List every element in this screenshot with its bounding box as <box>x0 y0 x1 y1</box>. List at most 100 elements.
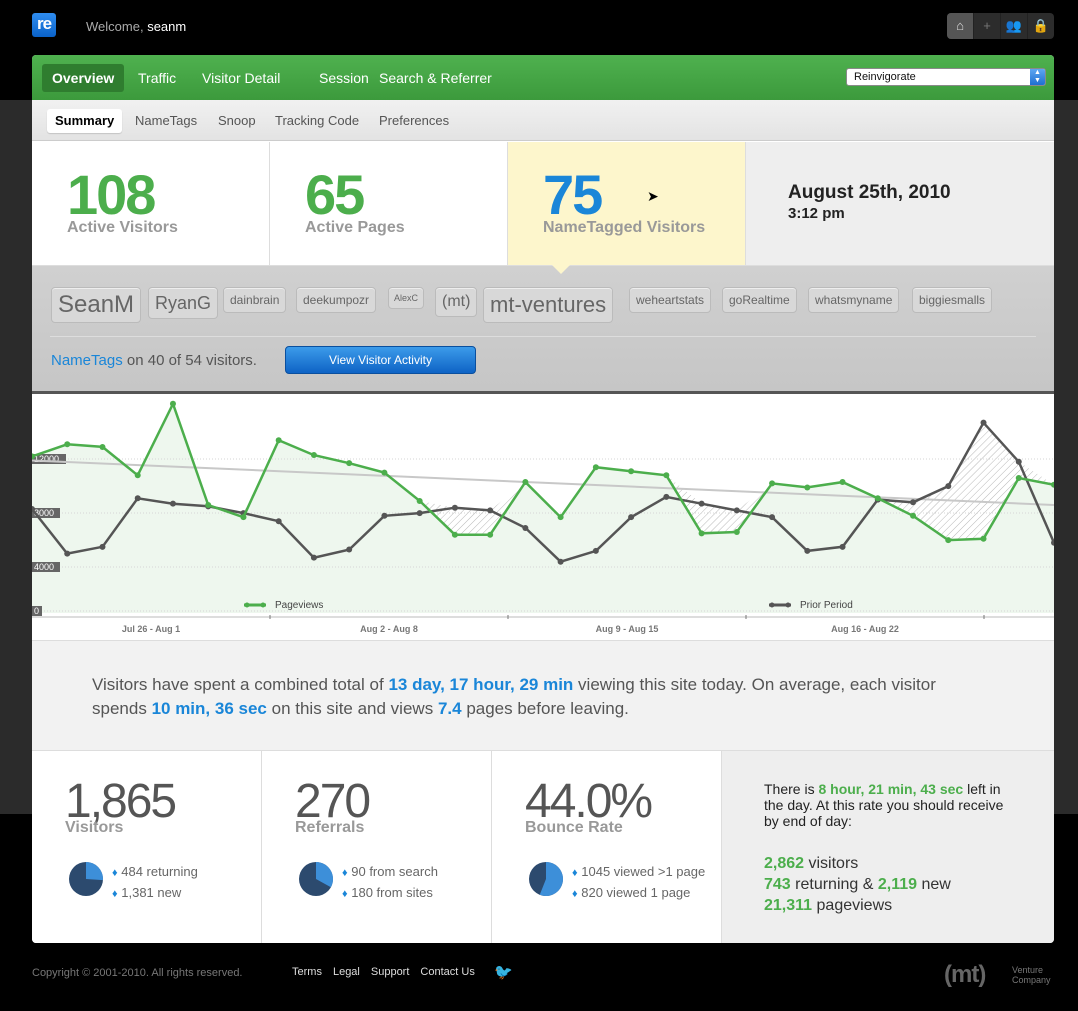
visitors-value: 1,865 <box>65 775 177 828</box>
select-arrows-icon: ▲ ▼ <box>1030 69 1045 85</box>
x-tick-label: Jul 26 - Aug 1 <box>122 624 180 634</box>
y-tick-label: 8000 <box>34 508 54 518</box>
users-icon[interactable]: 👥 <box>1001 13 1028 39</box>
tag-ryang[interactable]: RyanG <box>148 287 219 319</box>
mt-logo-subtitle: Venture Company <box>1012 965 1051 985</box>
pageviews-point <box>698 530 705 537</box>
pageviews-point <box>310 452 317 459</box>
y-tick-bg <box>32 562 60 572</box>
visitors-new: 1,381 new <box>121 885 182 900</box>
subtab-summary[interactable]: Summary <box>47 109 123 133</box>
pageviews-legend-label: Pageviews <box>275 600 323 611</box>
pageviews-point <box>733 529 740 535</box>
tag-mt-ventures[interactable]: mt-ventures <box>483 287 614 323</box>
prior-period-point <box>945 483 952 490</box>
pageviews-point <box>769 480 776 487</box>
prior-period-point <box>592 547 599 554</box>
summary-avg-time: 10 min, 36 sec <box>151 699 267 718</box>
tag-deekumpozr[interactable]: deekumpozr <box>296 287 377 313</box>
stat-active-pages[interactable]: 65 Active Pages <box>270 142 508 265</box>
tag-seanm[interactable]: SeanM <box>51 287 142 323</box>
prior-period-point <box>32 506 35 513</box>
traffic-chart: 12000 8000 4000 0 Jul 26 - Aug 1 Aug 2 - Aug … <box>32 397 1054 641</box>
referrals-pie-chart <box>299 862 334 896</box>
twitter-bird-icon[interactable]: 🐦 <box>494 964 513 981</box>
subtab-tracking-code[interactable]: Tracking Code <box>275 113 360 128</box>
site-select[interactable]: Reinvigorate ▲ ▼ <box>846 68 1046 86</box>
pageviews-line <box>32 400 1054 542</box>
summary-text-1: Visitors have spent a combined total of <box>92 675 384 694</box>
pageviews-point <box>839 479 846 486</box>
tag-mt[interactable]: (mt) <box>435 287 478 317</box>
tab-search-referrer[interactable]: Search & Referrer <box>379 70 492 86</box>
tag-whatsmyname[interactable]: whatsmyname <box>808 287 900 313</box>
tag-dainbrain[interactable]: dainbrain <box>223 287 287 313</box>
active-pages-value: 65 <box>305 163 365 226</box>
app-logo[interactable]: re <box>32 13 56 37</box>
footer-link-support[interactable]: Support <box>370 966 410 978</box>
tab-overview[interactable]: Overview <box>42 64 125 92</box>
bounce-single-page: 820 viewed 1 page <box>581 885 691 900</box>
pageviews-point <box>346 460 353 467</box>
subtab-snoop[interactable]: Snoop <box>218 113 256 128</box>
lock-icon[interactable]: 🔒 <box>1032 18 1050 33</box>
tag-weheartstats[interactable]: weheartstats <box>629 287 712 313</box>
tab-visitor-detail[interactable]: Visitor Detail <box>202 70 281 86</box>
nametags-link[interactable]: NameTags <box>51 352 123 369</box>
prior-period-point <box>487 507 494 514</box>
summary-text-3: on this site and views <box>271 699 434 718</box>
subtab-nametags[interactable]: NameTags <box>135 113 198 128</box>
traffic-chart-svg: 12000 8000 4000 0 Jul 26 - Aug 1 Aug 2 - Aug … <box>32 400 1054 634</box>
visitors-pie-chart <box>69 862 104 896</box>
tag-alexc[interactable]: AlexC <box>388 287 425 309</box>
stat-bounce-rate: 44.0% Bounce Rate ♦ 1045 viewed >1 page … <box>492 751 722 943</box>
stat-visitors: 1,865 Visitors ♦ 484 returning ♦ 1,381 n… <box>32 751 262 943</box>
x-tick-label: Aug 16 - Aug 22 <box>831 624 899 634</box>
tag-biggiesmalls[interactable]: biggiesmalls <box>912 287 993 313</box>
prior-period-point <box>769 514 776 521</box>
pageviews-point <box>663 472 670 479</box>
tags-divider <box>50 336 1036 337</box>
pageviews-point <box>628 468 635 475</box>
prior-period-point <box>628 514 635 521</box>
mt-logo[interactable]: (mt) <box>944 961 986 988</box>
tag-gorealtime[interactable]: goRealtime <box>722 287 797 313</box>
forecast-pageviews: 21,311 <box>764 897 813 914</box>
forecast-returning-label: returning & <box>795 876 874 893</box>
prior-period-point <box>275 518 282 525</box>
visitors-returning: 484 returning <box>121 864 198 879</box>
home-icon[interactable]: ⌂ <box>947 13 974 39</box>
pageviews-legend-dot <box>244 602 250 608</box>
subtab-preferences[interactable]: Preferences <box>379 113 450 128</box>
prior-period-point <box>522 524 529 531</box>
footer-link-legal[interactable]: Legal <box>332 966 360 978</box>
referrals-label: Referrals <box>295 819 365 836</box>
prior-period-point <box>663 493 670 500</box>
main-nav: Overview Traffic Visitor Detail Session … <box>32 55 1054 100</box>
stat-active-visitors[interactable]: 108 Active Visitors <box>32 142 270 265</box>
prior-period-hatch <box>983 422 1019 539</box>
stat-nametagged-visitors[interactable]: 75 NameTagged Visitors <box>508 142 746 265</box>
footer-link-terms[interactable]: Terms <box>292 966 322 978</box>
prior-period-legend-label: Prior Period <box>800 600 853 611</box>
pageviews-point <box>134 472 141 479</box>
prior-period-point <box>557 558 564 565</box>
pageviews-point <box>1051 481 1054 488</box>
prior-period-point <box>1051 539 1054 546</box>
tab-session[interactable]: Session <box>319 70 369 86</box>
pie-highlight-slice <box>86 862 104 881</box>
tab-traffic[interactable]: Traffic <box>138 70 177 86</box>
end-of-day-forecast: There is 8 hour, 21 min, 43 sec left in … <box>722 751 1054 943</box>
view-visitor-activity-button[interactable]: View Visitor Activity <box>285 346 476 374</box>
prior-period-point <box>134 495 141 502</box>
pageviews-point <box>874 495 881 502</box>
y-tick-bg <box>32 454 66 464</box>
prior-period-point <box>169 500 176 507</box>
footer-link-contact[interactable]: Contact Us <box>420 966 475 978</box>
forecast-text-2: left in the day. At this rate you should… <box>764 781 1004 829</box>
pageviews-point <box>910 512 917 519</box>
username[interactable]: seanm <box>147 19 187 34</box>
prior-period-point <box>381 512 388 519</box>
plus-icon[interactable]: + <box>974 13 1001 39</box>
prior-period-hatch <box>948 422 984 541</box>
